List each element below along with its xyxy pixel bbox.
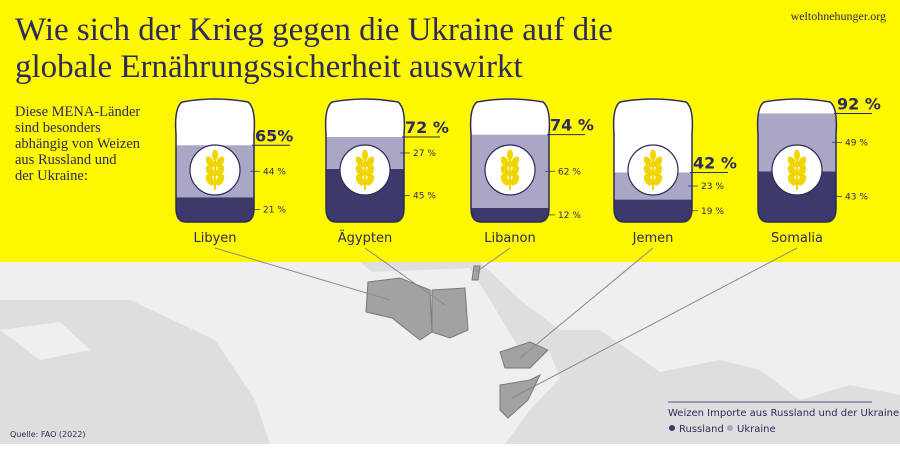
wheat-grain (365, 156, 375, 168)
legend-swatch (727, 425, 733, 431)
subtitle-line: sind besonders (15, 120, 101, 136)
wheat-grain (365, 174, 375, 186)
segment-label: 23 % (701, 182, 724, 192)
wheat-grain (510, 174, 520, 186)
wheat-grain (365, 165, 375, 177)
category-label: Ägypten (338, 230, 392, 246)
subtitle-line: abhängig von Weizen (15, 136, 141, 152)
segment-label: 12 % (558, 211, 581, 221)
sack-outline (612, 98, 694, 223)
bar-segment (175, 197, 255, 222)
segment-label: 27 % (413, 149, 436, 159)
segment-label: 19 % (701, 207, 724, 217)
legend: Russland Ukraine (669, 424, 776, 435)
title-line: Wie sich der Krieg gegen die Ukraine auf… (15, 12, 613, 48)
subtitle-line: aus Russland und (15, 152, 117, 168)
wheat-grain (653, 165, 663, 177)
legend-title: Weizen Importe aus Russland und der Ukra… (668, 408, 899, 419)
segment-label: 45 % (413, 191, 436, 201)
wheat-grain (643, 174, 653, 186)
wheat-grain (205, 165, 215, 177)
wheat-grain (215, 174, 225, 186)
subtitle-line: Diese MENA-Länder (15, 104, 140, 120)
segment-label: 21 % (263, 206, 286, 216)
wheat-grain (507, 149, 513, 161)
wheat-grain (797, 174, 807, 186)
wheat-grain (510, 165, 520, 177)
wheat-grain (797, 156, 807, 168)
wheat-grain (205, 174, 215, 186)
segment-label: 43 % (845, 193, 868, 203)
bar-segment (613, 199, 693, 222)
wheat-grain (797, 165, 807, 177)
wheat-grain (794, 149, 800, 161)
wheat-grain (643, 156, 653, 168)
bar-segment (470, 207, 550, 222)
legend-label: Russland (679, 424, 724, 435)
header-band (0, 0, 900, 262)
subtitle-line: der Ukraine: (15, 168, 88, 184)
legend-label: Ukraine (737, 424, 776, 435)
segment-label: 44 % (263, 167, 286, 177)
total-label: 42 % (693, 153, 737, 172)
wheat-grain (355, 165, 365, 177)
sack-outline (756, 98, 838, 223)
wheat-grain (643, 165, 653, 177)
wheat-grain (787, 165, 797, 177)
wheat-grain (355, 174, 365, 186)
total-label: 92 % (837, 94, 881, 113)
wheat-grain (215, 156, 225, 168)
site: weltohnehunger.org (791, 9, 886, 23)
title-line: globale Ernährungssicherheit auswirkt (15, 49, 523, 85)
category-label: Libyen (193, 231, 236, 246)
category-label: Libanon (484, 231, 536, 246)
wheat-grain (500, 156, 510, 168)
category-label: Jemen (632, 231, 674, 246)
sack-outline (174, 98, 256, 223)
sack-outline (324, 98, 406, 223)
wheat-grain (787, 174, 797, 186)
wheat-grain (212, 149, 218, 161)
source: Quelle: FAO (2022) (10, 430, 86, 439)
category-label: Somalia (771, 231, 823, 246)
wheat-grain (362, 149, 368, 161)
wheat-grain (205, 156, 215, 168)
wheat-grain (653, 156, 663, 168)
wheat-grain (500, 165, 510, 177)
total-label: 74 % (550, 116, 594, 135)
wheat-grain (653, 174, 663, 186)
sack-outline (469, 98, 551, 223)
total-label: 72 % (405, 118, 449, 137)
segment-label: 49 % (845, 138, 868, 148)
total-label: 65% (255, 126, 293, 145)
wheat-grain (500, 174, 510, 186)
segment-label: 62 % (558, 167, 581, 177)
wheat-grain (650, 149, 656, 161)
connector-lines (214, 247, 798, 399)
wheat-grain (787, 156, 797, 168)
wheat-grain (215, 165, 225, 177)
wheat-grain (510, 156, 520, 168)
wheat-grain (355, 156, 365, 168)
legend-swatch (669, 425, 675, 431)
